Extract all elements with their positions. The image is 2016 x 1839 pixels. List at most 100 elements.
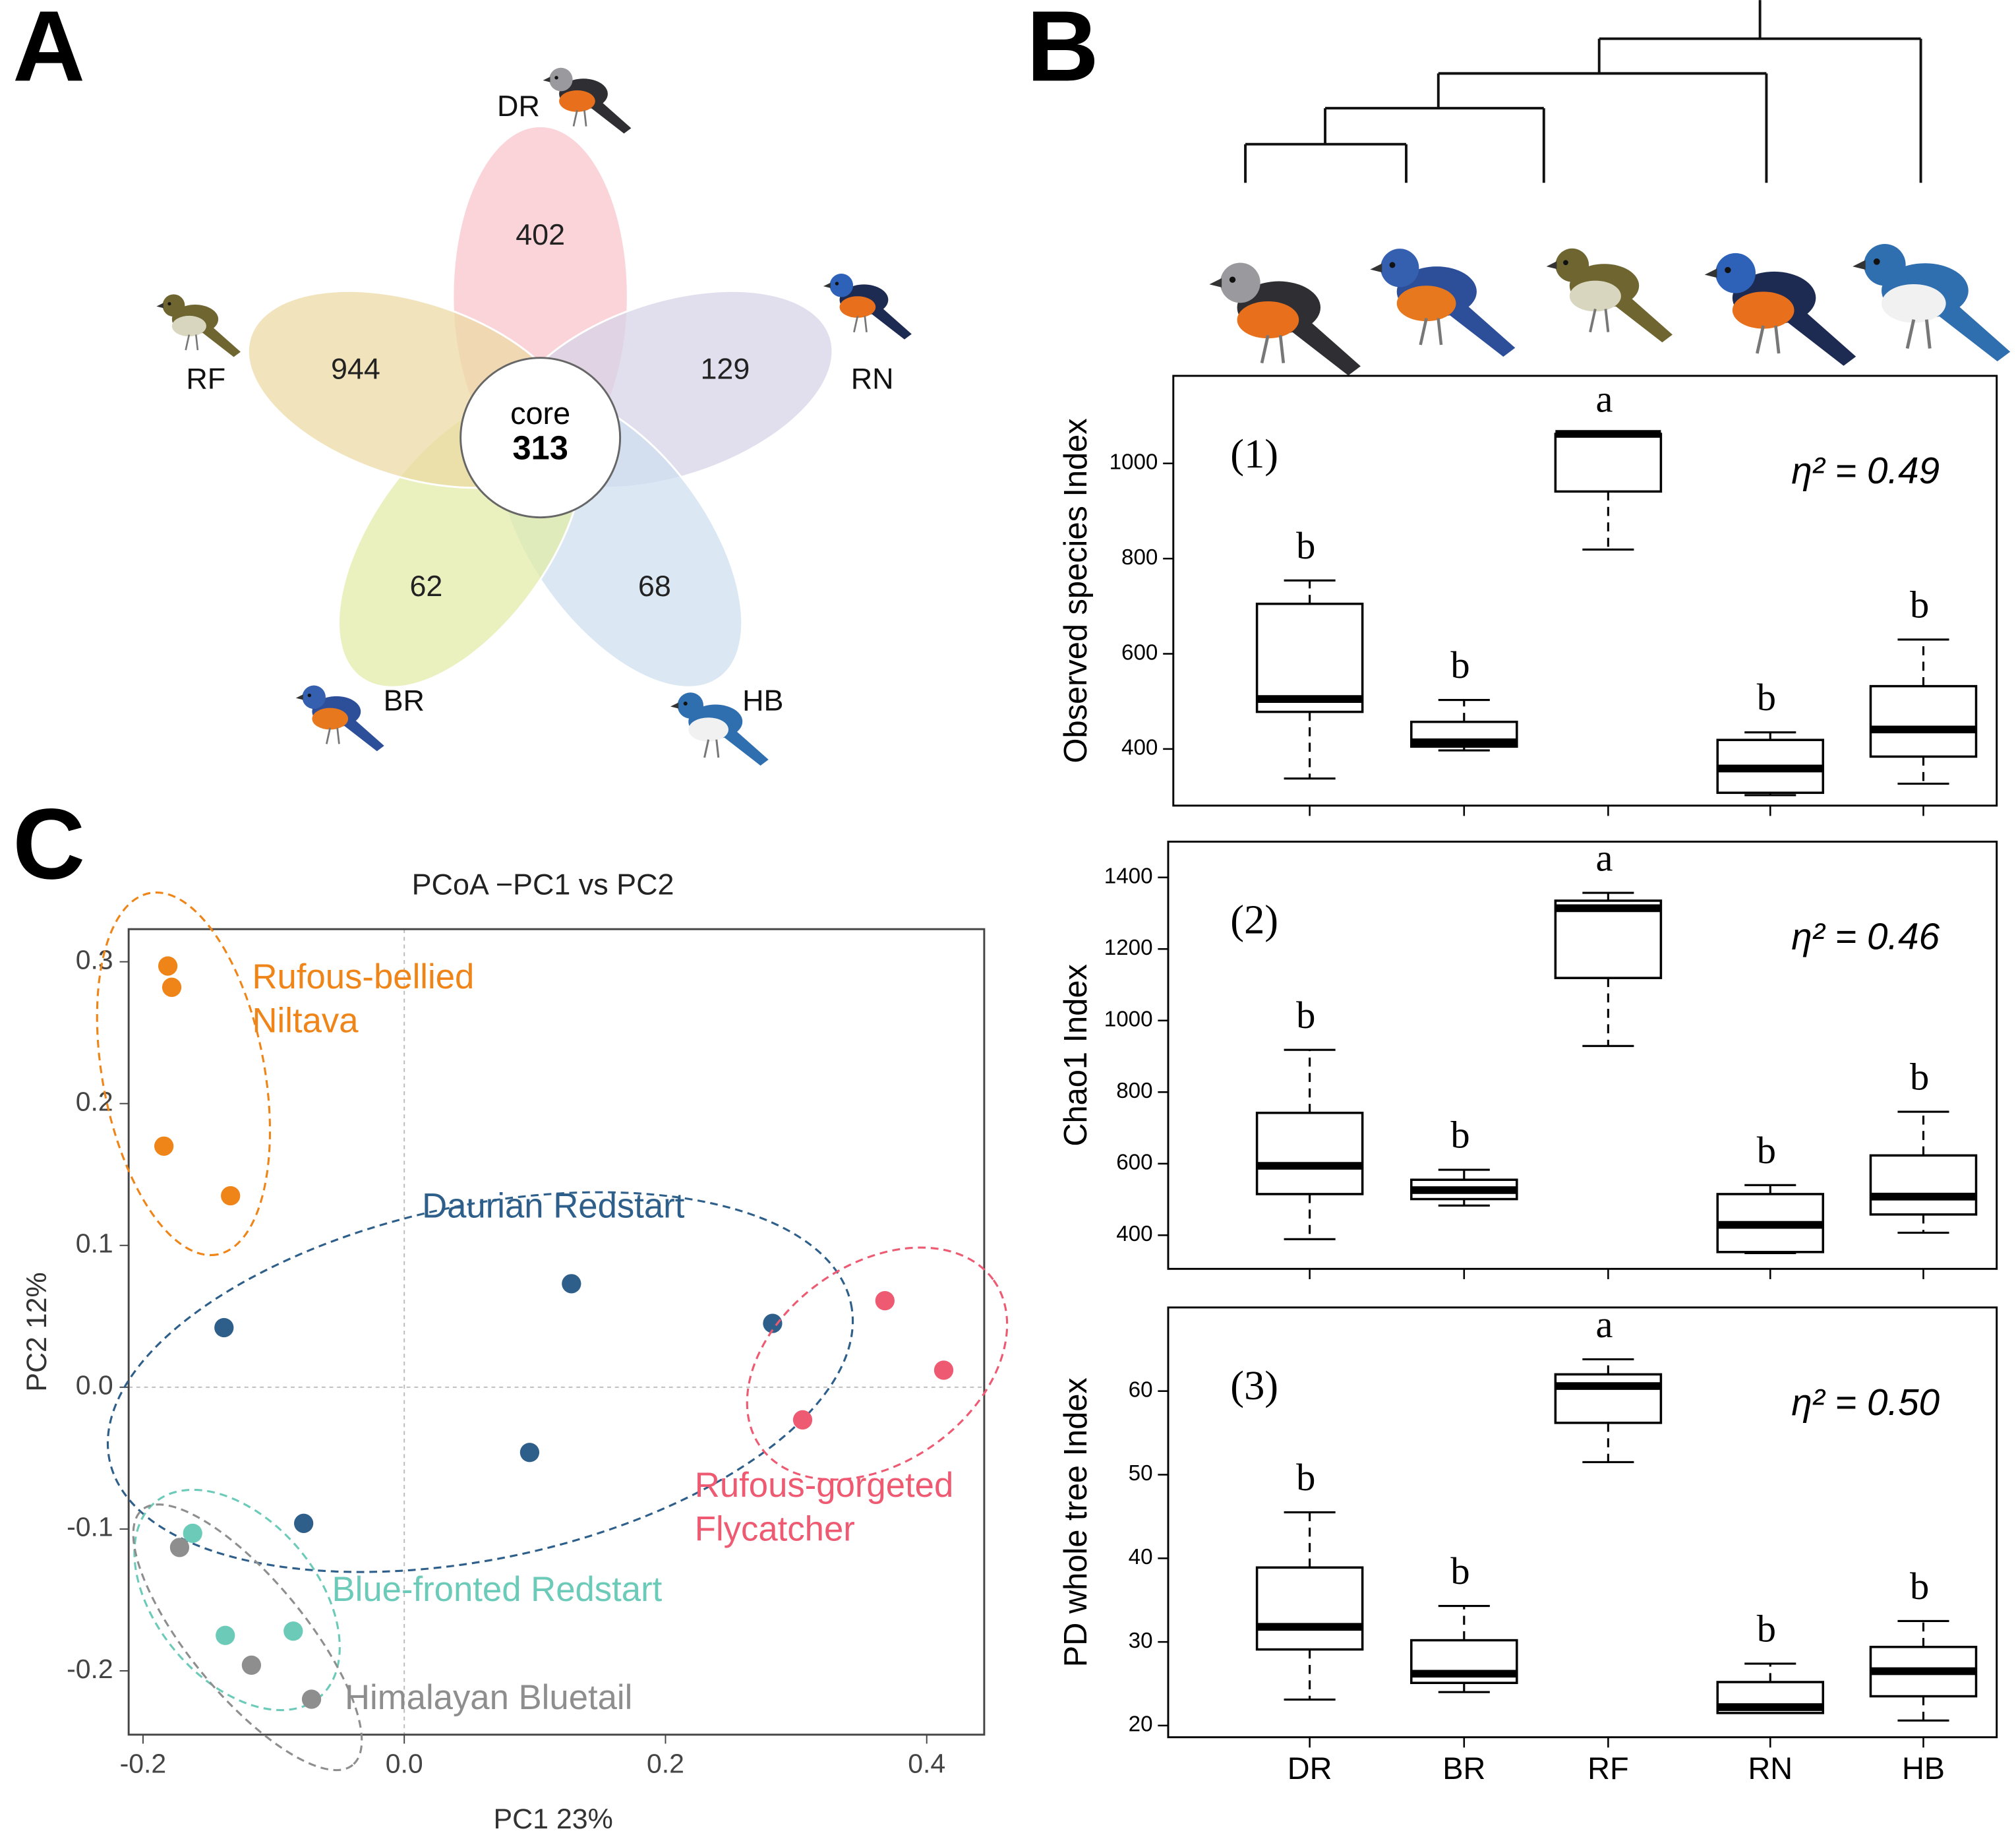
group-label-line: Rufous-gorgeted [695,1466,963,1505]
plot-frame [1167,840,1998,1270]
venn-core-label: core [510,396,570,431]
group-label-line: Flycatcher [695,1509,855,1548]
venn-set-name: RN [851,362,894,396]
x-tick-label: 0.4 [908,1748,945,1778]
group-label: Blue-fronted Redstart [332,1570,662,1609]
y-tick-label: 50 [1129,1461,1153,1486]
y-tick-label: 1400 [1104,864,1153,888]
venn-set-name: RF [186,362,225,396]
panel-label: B [1026,0,1099,102]
y-axis-title: Observed species Index [1058,418,1094,763]
y-tick-label: 1000 [1104,1008,1153,1032]
group-letter: b [1296,524,1315,567]
group-label: Rufous-bellied Niltava [252,957,483,1040]
x-tick-label: DR [1288,1751,1332,1786]
x-tick-label: BR [1442,1751,1485,1786]
venn-set-name: DR [497,89,540,123]
point [183,1523,202,1544]
group-letter: a [1596,1303,1613,1346]
group-letter: b [1296,1456,1315,1499]
panel-label: A [13,0,85,102]
bird-br-large [1370,249,1515,357]
group-letter: b [1296,994,1315,1037]
effect-size: η² = 0.46 [1791,916,1940,957]
venn-count: 944 [331,352,380,386]
point [519,1443,540,1462]
group-letter: b [1450,644,1469,686]
group-letter: b [1910,1565,1929,1608]
venn-set-name: BR [384,684,425,717]
bird-br [295,684,386,752]
chart-title: PCoA −PC1 vs PC2 [412,868,674,901]
point [283,1621,303,1641]
group-label-line: Rufous-bellied [252,957,483,996]
bird-rf-large [1547,249,1673,342]
y-tick-label: 1200 [1104,936,1153,960]
venn-core [460,357,622,519]
group-letter: b [1757,1129,1776,1172]
y-tick-label: 800 [1121,545,1158,570]
y-tick-label: 0.0 [76,1370,113,1401]
group-label: Rufous-gorgeted Flycatcher [695,1466,963,1548]
plot-frame [127,928,986,1736]
box [1554,433,1663,493]
effect-size: η² = 0.50 [1791,1381,1940,1423]
box [1554,1373,1663,1424]
point [875,1291,895,1311]
bird-rn-large [1705,253,1856,366]
group-label: Himalayan Bluetail [345,1678,632,1717]
y-tick-label: 0.1 [76,1228,113,1259]
y-tick-label: 20 [1129,1712,1153,1737]
point [154,1136,174,1156]
venn-count: 129 [700,352,750,386]
y-axis-title: PD whole tree Index [1058,1377,1094,1667]
point [934,1360,954,1380]
y-tick-label: 0.3 [76,944,113,975]
bird-hb-large [1853,244,2010,361]
group-ellipse [106,1191,854,1573]
point [792,1410,813,1430]
box [1554,899,1663,979]
group-ellipse [746,1246,1009,1481]
bird-rn [823,272,913,341]
x-tick-label: -0.2 [120,1748,167,1778]
subplot-label: (1) [1230,431,1278,477]
venn-set-name: HB [742,684,783,717]
point [158,956,178,976]
bird-dr-large [1209,262,1360,375]
venn-core-count: 313 [512,429,568,467]
venn-count: 402 [516,218,565,251]
effect-size: η² = 0.49 [1791,450,1940,491]
bird-rf [155,293,242,359]
subplot-label: (3) [1230,1362,1278,1408]
y-tick-label: -0.2 [67,1654,113,1684]
x-tick-label: 0.2 [647,1748,684,1778]
box [1869,684,1978,758]
group-letter: b [1910,1056,1929,1099]
point [162,977,182,997]
group-label: Daurian Redstart [422,1187,685,1226]
y-axis-title: PC2 12% [21,1272,53,1391]
y-tick-label: 800 [1116,1079,1152,1103]
dendrogram [1244,0,1922,183]
group-letter: b [1910,583,1929,626]
x-axis-title: PC1 23% [493,1803,612,1835]
panel-label: C [13,788,85,900]
point [241,1655,262,1675]
y-tick-label: 0.2 [76,1087,113,1117]
plot-frame [1167,1306,1998,1739]
plot-frame [1172,375,1998,807]
point [763,1313,783,1333]
venn-count: 62 [409,569,442,603]
x-tick-label: 0.0 [386,1748,423,1778]
x-tick-label: RF [1587,1751,1628,1786]
y-tick-label: 600 [1116,1151,1152,1175]
y-tick-label: 30 [1129,1629,1153,1653]
point [301,1689,322,1709]
y-tick-label: 40 [1129,1545,1153,1569]
subplot-label: (2) [1230,897,1278,943]
y-tick-label: 60 [1129,1377,1153,1402]
y-tick-label: 400 [1121,736,1158,760]
